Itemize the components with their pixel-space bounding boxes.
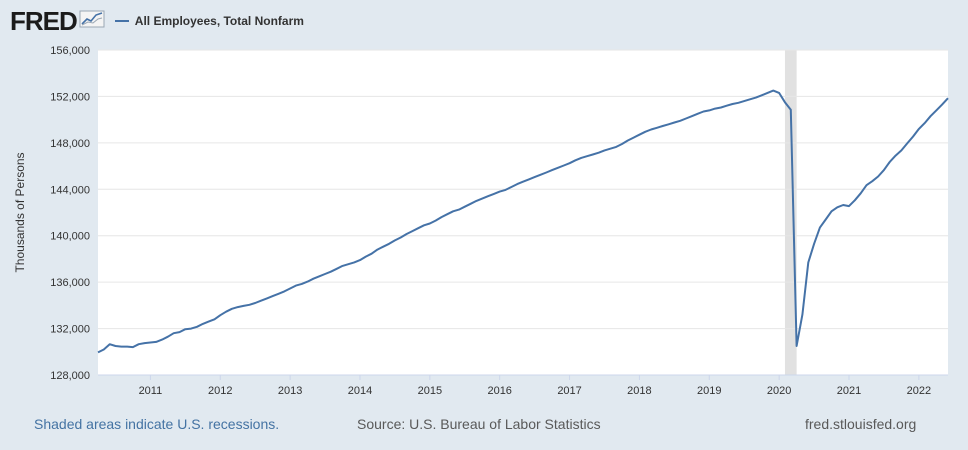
source-note: Source: U.S. Bureau of Labor Statistics	[357, 416, 601, 432]
x-tick-label: 2014	[348, 385, 372, 397]
x-tick-label: 2020	[767, 385, 791, 397]
y-tick-label: 136,000	[50, 277, 90, 289]
fred-logo[interactable]: FRED	[10, 5, 78, 36]
y-tick-label: 156,000	[50, 45, 90, 57]
x-tick-label: 2021	[837, 385, 861, 397]
plot-area	[98, 50, 948, 375]
chart-area[interactable]: 128,000 132,000 136,000 140,000 144,000 148,0…	[0, 40, 968, 400]
x-tick-label: 2016	[487, 385, 511, 397]
recession-note[interactable]: Shaded areas indicate U.S. recessions.	[34, 416, 280, 432]
x-tick-label: 2011	[139, 385, 163, 397]
line-chart[interactable]: 128,000 132,000 136,000 140,000 144,000 148,0…	[0, 40, 968, 400]
x-tick-label: 2018	[627, 385, 651, 397]
x-tick-label: 2012	[208, 385, 232, 397]
x-tick-label: 2019	[697, 385, 721, 397]
x-tick-label: 2017	[557, 385, 581, 397]
y-tick-label: 132,000	[50, 324, 90, 336]
series-line	[97, 89, 949, 354]
y-tick-label: 140,000	[50, 231, 90, 243]
y-tick-label: 148,000	[50, 138, 90, 150]
y-tick-label: 128,000	[50, 370, 90, 382]
line-chart-icon	[79, 8, 105, 33]
x-tick-label: 2013	[278, 385, 302, 397]
x-tick-label: 2015	[418, 385, 442, 397]
y-axis-label: Thousands of Persons	[13, 152, 27, 272]
x-tick-label: 2022	[907, 385, 931, 397]
site-link[interactable]: fred.stlouisfed.org	[805, 416, 917, 432]
legend-label: All Employees, Total Nonfarm	[134, 14, 304, 28]
y-tick-label: 144,000	[50, 184, 90, 196]
legend[interactable]: All Employees, Total Nonfarm	[114, 14, 304, 28]
legend-swatch	[114, 20, 129, 22]
recession-band	[784, 50, 797, 375]
y-tick-label: 152,000	[50, 91, 90, 103]
header: FRED All Employees, Total Nonfarm	[10, 6, 304, 36]
